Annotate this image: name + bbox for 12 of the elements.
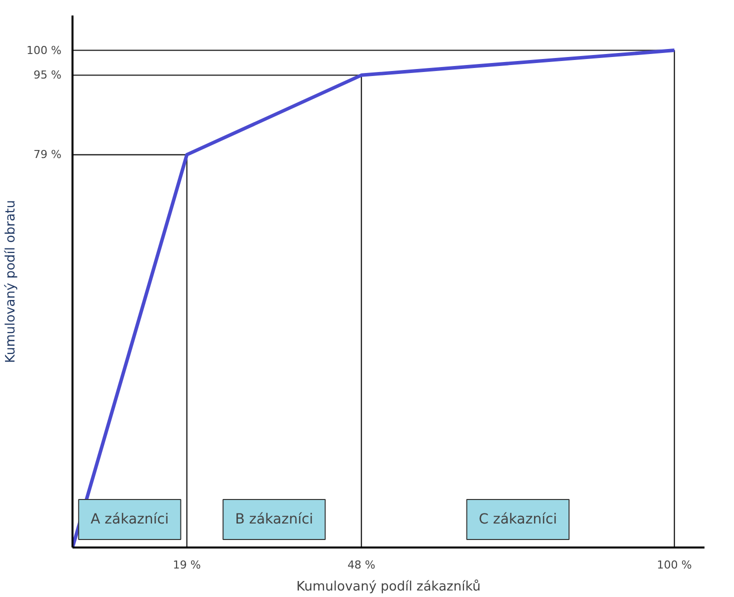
x-tick-label: 100 % xyxy=(656,558,692,572)
y-tick-label: 79 % xyxy=(34,148,62,162)
annotation: C zákazníci xyxy=(478,512,558,528)
annotation: B zákazníci xyxy=(235,512,314,528)
y-tick-label: 100 % xyxy=(26,44,62,57)
annotation: A zákazníci xyxy=(90,512,169,528)
x-tick-label: 48 % xyxy=(347,558,376,572)
line-series xyxy=(72,48,676,548)
x-tick-label: 19 % xyxy=(172,558,201,572)
y-tick-label: 95 % xyxy=(34,68,62,82)
x-axis-title: Kumulovaný podíl zákazníků xyxy=(296,578,481,594)
y-axis-title: Kumulovaný podíl obratu xyxy=(4,200,19,363)
